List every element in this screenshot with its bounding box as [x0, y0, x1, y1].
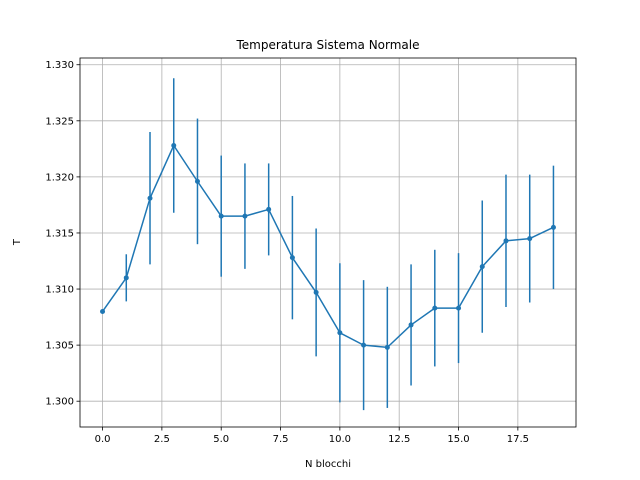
data-point: [289, 255, 295, 261]
y-tick-label: 1.325: [45, 116, 74, 127]
data-point: [479, 264, 485, 270]
y-tick-label: 1.330: [45, 60, 74, 71]
x-tick-label: 0.0: [95, 434, 111, 445]
data-point: [100, 308, 106, 314]
data-point: [408, 322, 414, 328]
data-point: [218, 213, 224, 219]
y-tick-label: 1.315: [45, 228, 74, 239]
x-tick-label: 7.5: [273, 434, 289, 445]
x-tick-label: 17.5: [507, 434, 529, 445]
data-point: [361, 342, 367, 348]
data-point: [550, 224, 556, 230]
plot-area: [100, 78, 556, 411]
data-point: [242, 213, 248, 219]
y-tick-label: 1.320: [45, 172, 74, 183]
x-tick-label: 2.5: [154, 434, 170, 445]
data-point: [337, 330, 343, 336]
chart-title: Temperatura Sistema Normale: [235, 38, 419, 52]
data-point: [123, 275, 129, 281]
x-tick-label: 10.0: [329, 434, 351, 445]
y-axis: 1.300 1.305 1.310 1.315 1.320 1.325 1.330: [45, 60, 80, 408]
y-tick-label: 1.300: [45, 397, 74, 408]
data-point: [503, 238, 509, 244]
series-line: [101, 144, 554, 349]
data-point: [456, 305, 462, 311]
y-tick-label: 1.310: [45, 285, 74, 296]
x-axis: 0.0 2.5 5.0 7.5 10.0 12.5 15.0 17.5: [95, 427, 529, 445]
data-point: [313, 289, 319, 295]
x-tick-label: 5.0: [213, 434, 229, 445]
data-point: [432, 305, 438, 311]
data-point: [171, 142, 177, 148]
grid: [80, 58, 576, 427]
x-tick-label: 15.0: [447, 434, 469, 445]
plot-frame: [79, 57, 577, 428]
x-axis-label: N blocchi: [305, 459, 351, 470]
y-axis-label: T: [12, 238, 23, 246]
data-point: [147, 195, 153, 201]
data-point: [266, 206, 272, 212]
data-point: [384, 344, 390, 350]
data-point: [194, 178, 200, 184]
x-tick-label: 12.5: [388, 434, 410, 445]
data-point: [527, 236, 533, 242]
y-tick-label: 1.305: [45, 341, 74, 352]
